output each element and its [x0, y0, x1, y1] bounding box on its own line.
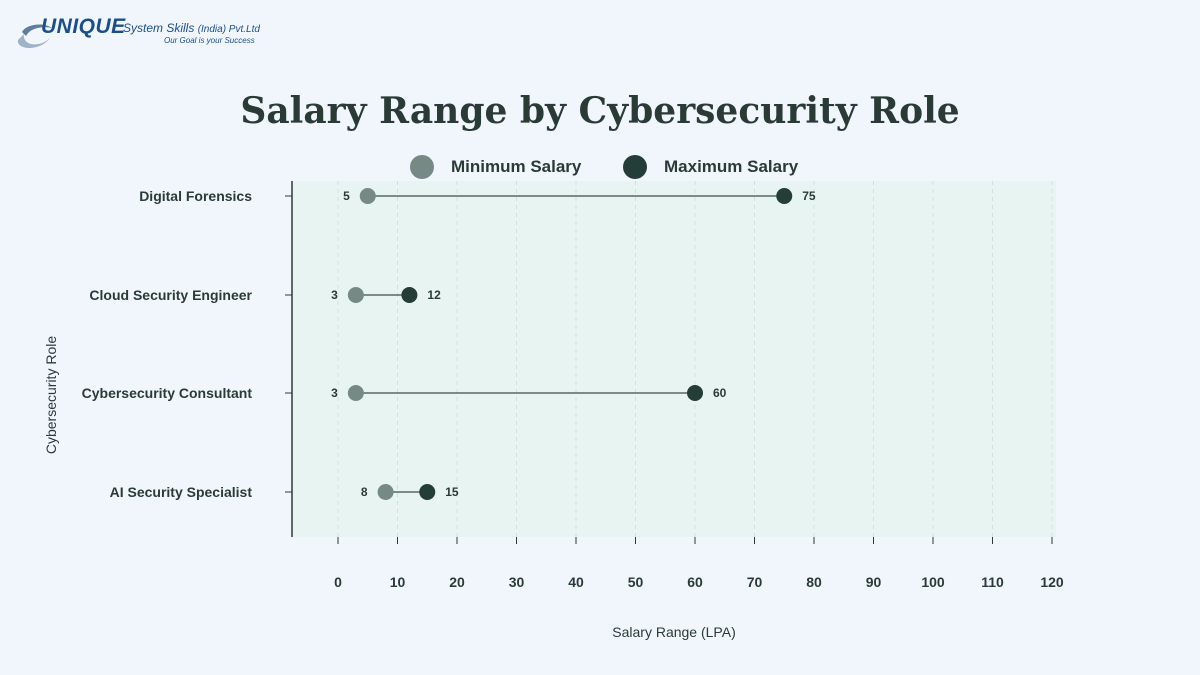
plot-background: [292, 181, 1056, 537]
x-tick-label: 110: [981, 574, 1004, 590]
x-tick-label: 100: [921, 574, 945, 590]
max-salary-point: [401, 287, 418, 303]
x-tick-label: 40: [568, 574, 584, 590]
x-tick-label: 60: [687, 574, 703, 590]
x-tick-label: 50: [628, 574, 644, 590]
min-salary-point: [359, 188, 376, 204]
max-salary-point: [687, 385, 703, 401]
legend-maximum-marker: [623, 155, 647, 179]
chart-legend: Minimum Salary Maximum Salary: [0, 152, 1200, 182]
legend-minimum-marker: [410, 155, 434, 179]
chart-title: Salary Range by Cybersecurity Role: [240, 90, 960, 132]
category-label: AI Security Specialist: [110, 484, 253, 500]
logo-tagline: Our Goal is your Success: [164, 36, 255, 45]
x-axis-title: Salary Range (LPA): [612, 624, 736, 640]
x-tick-label: 10: [390, 574, 406, 590]
logo-company-main: System Skills: [123, 21, 195, 35]
logo-brand-text: UNIQUE: [41, 15, 126, 38]
category-label: Cloud Security Engineer: [89, 287, 252, 303]
legend-item-minimum-salary: Minimum Salary: [410, 152, 581, 182]
logo-company-name: System Skills (India) Pvt.Ltd: [123, 21, 260, 35]
x-tick-label: 90: [866, 574, 882, 590]
max-salary-label: 12: [427, 288, 441, 302]
category-label: Digital Forensics: [139, 188, 252, 204]
max-salary-point: [419, 484, 436, 500]
min-salary-label: 3: [331, 386, 338, 400]
company-logo: UNIQUE System Skills (India) Pvt.Ltd Our…: [14, 14, 274, 54]
min-salary-label: 8: [361, 485, 368, 499]
category-label: Cybersecurity Consultant: [82, 385, 253, 401]
logo-company-suffix: (India) Pvt.Ltd: [197, 24, 260, 35]
legend-minimum-label: Minimum Salary: [451, 157, 582, 176]
x-tick-label: 80: [806, 574, 822, 590]
min-salary-label: 3: [331, 288, 338, 302]
x-tick-label: 30: [509, 574, 525, 590]
logo-swoosh-icon: [17, 24, 52, 48]
max-salary-label: 75: [802, 189, 816, 203]
max-salary-point: [776, 188, 793, 204]
legend-maximum-label: Maximum Salary: [664, 157, 799, 176]
x-tick-label: 0: [334, 574, 342, 590]
min-salary-point: [347, 385, 364, 401]
legend-item-maximum-salary: Maximum Salary: [623, 152, 798, 182]
max-salary-label: 15: [445, 485, 459, 499]
min-salary-point: [377, 484, 394, 500]
x-tick-label: 120: [1040, 574, 1064, 590]
x-tick-label: 70: [747, 574, 763, 590]
min-salary-point: [347, 287, 364, 303]
x-tick-label: 20: [449, 574, 465, 590]
min-salary-label: 5: [343, 189, 350, 203]
y-axis-title: Cybersecurity Role: [43, 335, 59, 455]
max-salary-label: 60: [713, 386, 727, 400]
